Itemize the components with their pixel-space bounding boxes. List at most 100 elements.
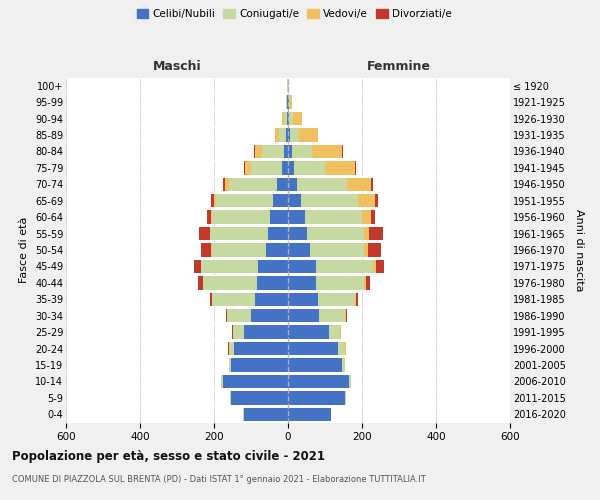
Bar <box>289 96 290 109</box>
Bar <box>225 178 229 191</box>
Bar <box>226 309 227 322</box>
Bar <box>297 178 347 191</box>
Bar <box>349 374 351 388</box>
Bar <box>211 210 212 224</box>
Bar <box>364 276 366 289</box>
Bar <box>210 292 212 306</box>
Bar <box>273 194 288 207</box>
Bar <box>232 326 233 339</box>
Bar <box>287 96 288 109</box>
Bar <box>275 128 279 141</box>
Bar <box>316 260 373 273</box>
Bar <box>229 342 235 355</box>
Bar <box>346 309 347 322</box>
Bar <box>301 194 358 207</box>
Bar <box>288 342 338 355</box>
Bar <box>286 96 287 109</box>
Bar <box>244 326 288 339</box>
Bar <box>288 96 289 109</box>
Bar <box>211 244 212 256</box>
Bar <box>340 326 341 339</box>
Bar <box>257 276 288 289</box>
Bar <box>262 144 284 158</box>
Bar <box>244 408 288 421</box>
Bar <box>214 194 216 207</box>
Bar <box>355 161 356 174</box>
Bar <box>358 194 375 207</box>
Bar <box>341 358 344 372</box>
Bar <box>230 358 288 372</box>
Bar <box>254 292 288 306</box>
Bar <box>251 309 288 322</box>
Bar <box>288 112 289 126</box>
Bar <box>235 342 288 355</box>
Text: Femmine: Femmine <box>367 60 431 72</box>
Bar <box>284 144 288 158</box>
Bar <box>266 244 288 256</box>
Bar <box>356 292 358 306</box>
Bar <box>329 326 340 339</box>
Bar <box>362 210 371 224</box>
Bar <box>209 227 210 240</box>
Bar <box>212 292 254 306</box>
Bar <box>338 342 346 355</box>
Bar <box>283 161 288 174</box>
Bar <box>371 210 375 224</box>
Bar <box>373 260 376 273</box>
Bar <box>368 244 380 256</box>
Bar <box>211 194 214 207</box>
Bar <box>288 292 317 306</box>
Bar <box>376 260 384 273</box>
Bar <box>305 210 362 224</box>
Bar <box>269 210 288 224</box>
Bar <box>293 112 302 126</box>
Bar <box>366 276 370 289</box>
Bar <box>290 128 299 141</box>
Text: Maschi: Maschi <box>152 60 202 72</box>
Bar <box>194 260 200 273</box>
Bar <box>288 161 293 174</box>
Y-axis label: Anni di nascita: Anni di nascita <box>574 208 584 291</box>
Bar <box>288 178 297 191</box>
Bar <box>288 374 349 388</box>
Y-axis label: Fasce di età: Fasce di età <box>19 217 29 283</box>
Bar <box>230 391 288 404</box>
Bar <box>317 128 319 141</box>
Bar <box>221 374 223 388</box>
Bar <box>244 161 245 174</box>
Bar <box>227 309 251 322</box>
Bar <box>229 178 277 191</box>
Bar <box>233 326 244 339</box>
Bar <box>199 227 209 240</box>
Bar <box>288 309 319 322</box>
Text: Popolazione per età, sesso e stato civile - 2021: Popolazione per età, sesso e stato civil… <box>12 450 325 463</box>
Bar <box>293 161 325 174</box>
Bar <box>277 178 288 191</box>
Bar <box>312 144 341 158</box>
Bar <box>245 161 251 174</box>
Bar <box>371 178 373 191</box>
Bar <box>288 326 329 339</box>
Bar <box>212 244 266 256</box>
Bar <box>290 96 292 109</box>
Bar <box>208 210 211 224</box>
Bar <box>223 374 288 388</box>
Bar <box>289 112 293 126</box>
Bar <box>229 358 230 372</box>
Bar <box>370 227 383 240</box>
Bar <box>288 210 305 224</box>
Bar <box>287 112 288 126</box>
Bar <box>201 260 259 273</box>
Bar <box>216 194 273 207</box>
Bar <box>198 276 203 289</box>
Bar <box>288 194 301 207</box>
Bar <box>375 194 378 207</box>
Bar <box>255 144 262 158</box>
Bar <box>347 178 371 191</box>
Bar <box>251 161 283 174</box>
Bar <box>319 309 346 322</box>
Bar <box>355 292 356 306</box>
Bar <box>292 144 312 158</box>
Legend: Celibi/Nubili, Coniugati/e, Vedovi/e, Divorziati/e: Celibi/Nubili, Coniugati/e, Vedovi/e, Di… <box>133 5 455 24</box>
Text: COMUNE DI PIAZZOLA SUL BRENTA (PD) - Dati ISTAT 1° gennaio 2021 - Elaborazione T: COMUNE DI PIAZZOLA SUL BRENTA (PD) - Dat… <box>12 475 426 484</box>
